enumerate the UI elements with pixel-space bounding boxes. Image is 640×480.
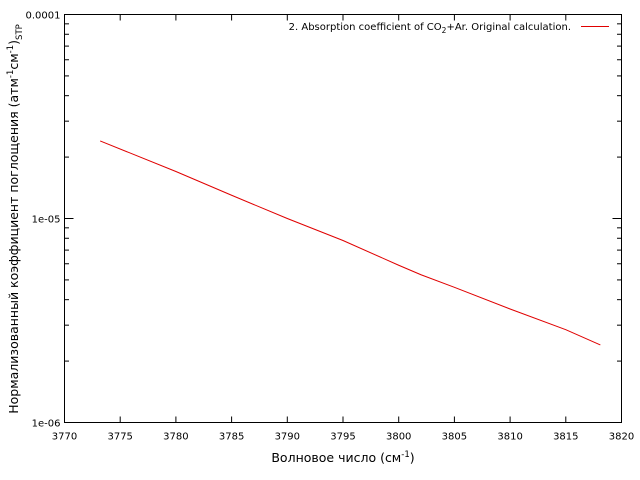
legend: 2. Absorption coefficient of CO2+Ar. Ori… <box>289 22 609 35</box>
tick-marks <box>64 14 622 423</box>
series-line <box>99 140 601 346</box>
x-tick-label: 3790 <box>275 432 300 443</box>
x-axis-title: Волновое число (см-1) <box>271 450 414 465</box>
x-tick-label: 3810 <box>497 432 522 443</box>
x-tick-label: 3805 <box>442 432 467 443</box>
legend-label: 2. Absorption coefficient of CO2+Ar. Ori… <box>289 22 571 35</box>
x-tick-label: 3820 <box>609 432 634 443</box>
y-tick-label: 1e-06 <box>32 419 61 430</box>
x-tick-label: 3815 <box>553 432 578 443</box>
y-tick-label: 0.0001 <box>26 11 61 22</box>
x-tick-label: 3770 <box>52 432 77 443</box>
x-tick-label: 3785 <box>219 432 244 443</box>
x-tick-label: 3775 <box>107 432 132 443</box>
x-tick-label: 3780 <box>163 432 188 443</box>
x-tick-label: 3795 <box>330 432 355 443</box>
x-tick-label: 3800 <box>386 432 411 443</box>
plot-frame <box>64 14 622 423</box>
plot-area <box>99 140 601 346</box>
y-tick-label: 1e-05 <box>32 215 61 226</box>
y-axis-title: Нормализованный коэффициент поглощения (… <box>6 24 25 414</box>
